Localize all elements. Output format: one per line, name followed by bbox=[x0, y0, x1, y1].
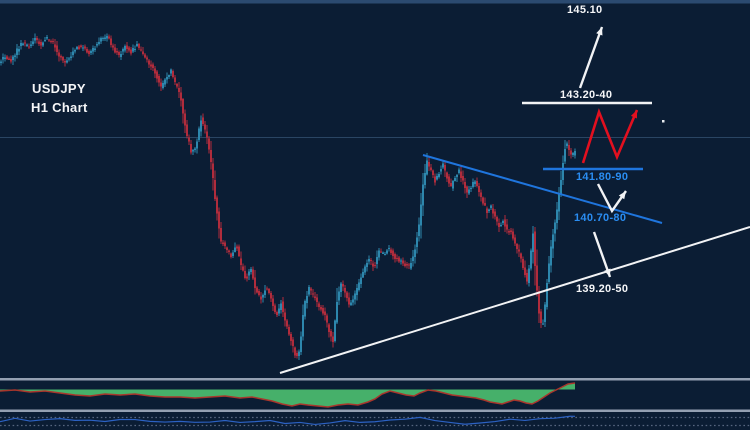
horizontal-gridline bbox=[0, 137, 750, 138]
indicator1-signal-line bbox=[0, 382, 576, 408]
indicator-panels-layer bbox=[0, 378, 750, 427]
support-zone-upper-label: 141.80-90 bbox=[576, 171, 629, 183]
pullback-v-arrow bbox=[596, 183, 627, 214]
ascending-support-trendline bbox=[279, 226, 750, 374]
symbol-label: USDJPY bbox=[32, 81, 86, 96]
descending-resistance-trendline bbox=[422, 154, 663, 224]
indicator2-line bbox=[0, 415, 576, 426]
projection-up-arrow-head bbox=[596, 27, 603, 36]
support-zone-lower-label: 140.70-80 bbox=[574, 212, 627, 224]
candles-layer bbox=[0, 33, 576, 360]
downside-target-label: 139.20-50 bbox=[576, 283, 629, 295]
red-zigzag-projection-arrow bbox=[581, 108, 639, 164]
panel-separator-1 bbox=[0, 378, 750, 381]
indicator1-area bbox=[0, 383, 575, 407]
window-top-strip bbox=[0, 0, 750, 4]
resistance-zone-label: 143.20-40 bbox=[560, 89, 613, 101]
projection-up-arrow bbox=[578, 26, 604, 89]
red-zigzag-projection-arrow-head bbox=[630, 110, 637, 119]
background-layer bbox=[0, 0, 750, 138]
upside-target-label: 145.10 bbox=[567, 4, 603, 16]
timeframe-label: H1 Chart bbox=[31, 100, 88, 115]
panel-separator-2 bbox=[0, 409, 750, 412]
breakdown-arrow bbox=[592, 231, 612, 278]
white-speck bbox=[662, 120, 665, 123]
annotations-layer bbox=[279, 26, 750, 374]
breakdown-arrow-head bbox=[604, 268, 611, 277]
pullback-v-arrow-head bbox=[618, 191, 626, 200]
